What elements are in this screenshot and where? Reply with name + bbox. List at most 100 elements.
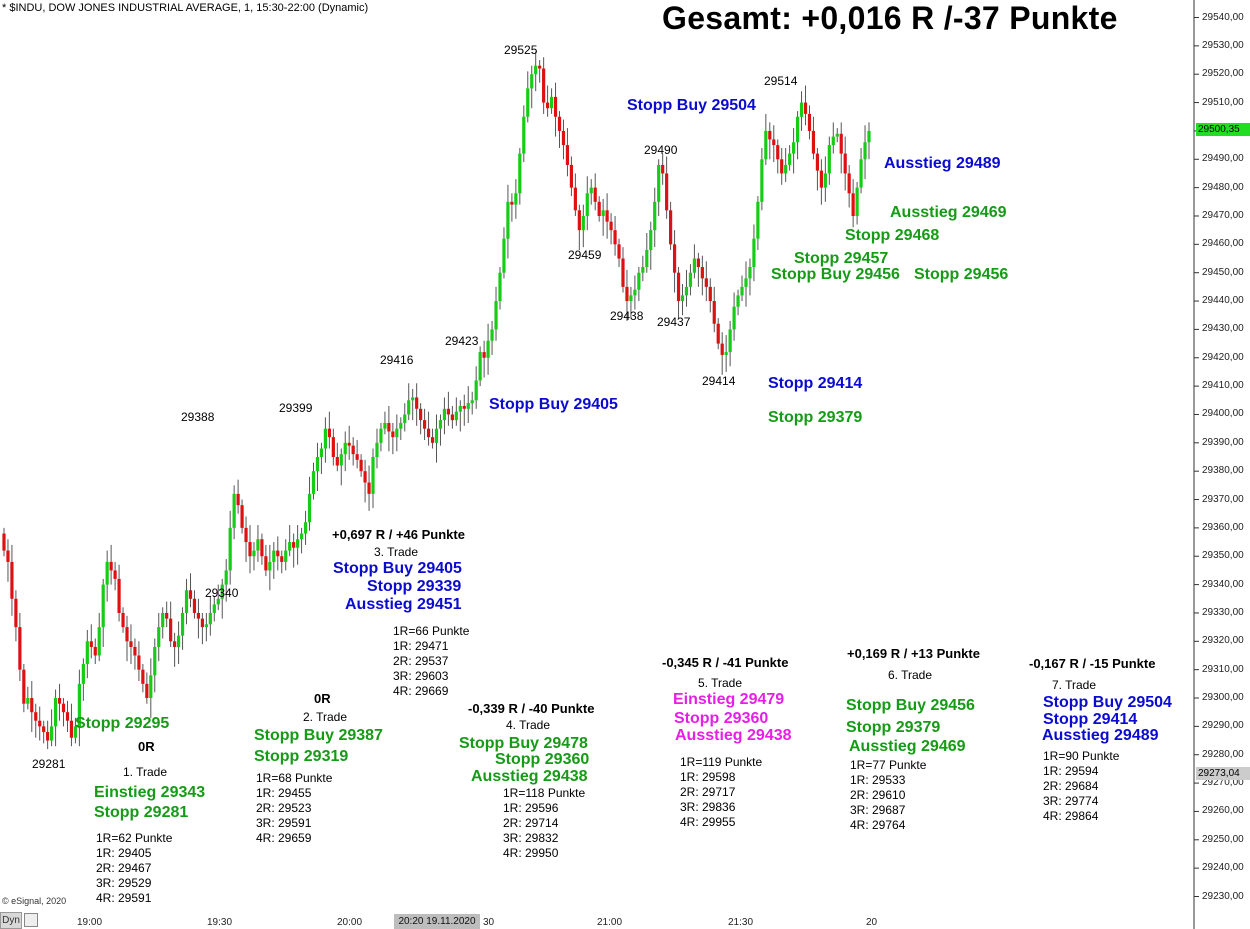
candle-down xyxy=(121,612,125,628)
candle-down xyxy=(14,598,18,628)
candle-up xyxy=(224,570,228,585)
trade5-line: Stopp 29360 xyxy=(674,710,769,727)
trade2-r: 4R: 29659 xyxy=(256,831,312,845)
candle-down xyxy=(335,457,339,466)
trade5-name: 5. Trade xyxy=(698,676,743,690)
annotation-stopp-29379: Stopp 29379 xyxy=(768,409,863,426)
annotation-stopp-29457: Stopp 29457 xyxy=(794,250,889,267)
candle-down xyxy=(236,493,240,506)
candle-up xyxy=(506,201,510,239)
candle-down xyxy=(30,698,34,713)
y-tick-label: 29480,00 xyxy=(1202,181,1244,193)
trade6-name: 6. Trade xyxy=(888,668,933,682)
candle-down xyxy=(165,612,169,619)
candle-up xyxy=(339,454,343,466)
trade5-result: -0,345 R / -41 Punkte xyxy=(662,655,789,670)
candle-down xyxy=(621,258,625,287)
candle-up xyxy=(53,698,58,727)
candle-down xyxy=(450,414,454,421)
candle-up xyxy=(486,340,490,358)
candle-down xyxy=(613,230,617,245)
candle-down xyxy=(696,258,700,268)
candle-up xyxy=(827,145,831,174)
trade1-r: 3R: 29529 xyxy=(96,876,152,890)
candle-up xyxy=(494,301,498,330)
y-tick-label: 29330,00 xyxy=(1202,606,1244,618)
x-tick-label: 19:30 xyxy=(207,917,233,928)
candle-up xyxy=(375,442,379,457)
annotation-ausstieg-29489: Ausstieg 29489 xyxy=(884,155,1001,172)
dynamic-toggle[interactable]: Dyn xyxy=(0,912,38,929)
trade7-line: Stopp Buy 29504 xyxy=(1043,694,1172,711)
candle-up xyxy=(379,428,383,443)
annotation-stopp-29295: Stopp 29295 xyxy=(75,715,170,732)
candle-down xyxy=(260,539,264,557)
annotation-stopp-buy-29456: Stopp Buy 29456 xyxy=(771,266,900,283)
candle-up xyxy=(764,130,768,160)
candle-down xyxy=(355,454,359,460)
trade2-line: Stopp 29319 xyxy=(254,748,349,765)
candle-up xyxy=(490,329,494,341)
trade5-r: 4R: 29955 xyxy=(680,815,736,829)
candle-down xyxy=(359,459,363,472)
candle-down xyxy=(569,164,574,188)
y-tick-label: 29280,00 xyxy=(1202,748,1244,760)
trade5-r: 1R: 29598 xyxy=(680,770,736,784)
candle-up xyxy=(657,164,661,202)
candle-up xyxy=(835,133,839,137)
trade4-r: 4R: 29950 xyxy=(503,846,559,860)
candle-down xyxy=(415,397,419,409)
candle-up xyxy=(208,612,212,625)
candle-down xyxy=(69,720,74,738)
candle-up xyxy=(756,201,760,239)
candle-down xyxy=(843,153,847,174)
candle-up xyxy=(184,590,189,613)
candle-down xyxy=(708,286,712,302)
candle-down xyxy=(129,641,133,647)
candle-down xyxy=(10,561,14,599)
candle-down xyxy=(510,201,514,205)
candle-up xyxy=(680,295,685,302)
trade3-name: 3. Trade xyxy=(374,545,419,559)
annotation-stopp-buy-29504: Stopp Buy 29504 xyxy=(627,97,756,114)
candle-up xyxy=(232,493,236,528)
candle-down xyxy=(422,420,427,429)
x-tick-label: 20:00 xyxy=(337,917,363,928)
candle-up xyxy=(319,448,324,457)
total-result-title: Gesamt: +0,016 R /-37 Punkte xyxy=(662,0,1118,36)
y-tick-label: 29490,00 xyxy=(1202,153,1244,165)
candle-down xyxy=(593,187,597,202)
candle-up xyxy=(458,405,462,412)
candle-up xyxy=(403,414,407,423)
candle-down xyxy=(482,352,486,358)
peak-label: 29514 xyxy=(764,74,798,88)
settings-icon[interactable] xyxy=(24,913,38,927)
candle-down xyxy=(462,405,466,409)
candle-up xyxy=(748,267,752,279)
candle-up xyxy=(740,286,744,296)
trade1-r: 4R: 29591 xyxy=(96,891,152,905)
candle-down xyxy=(125,627,129,642)
candle-up xyxy=(454,411,458,421)
trade3-line: Stopp 29339 xyxy=(367,578,462,595)
candle-down xyxy=(387,422,391,432)
trade4-line: Stopp Buy 29478 xyxy=(459,735,588,752)
candle-down xyxy=(772,139,776,146)
candle-up xyxy=(157,627,161,647)
dyn-button[interactable]: Dyn xyxy=(0,912,22,929)
candle-down xyxy=(573,187,577,211)
trade1-result: 0R xyxy=(138,739,155,754)
y-tick-label: 29440,00 xyxy=(1202,295,1244,307)
trade1-line: Einstieg 29343 xyxy=(94,784,206,801)
annotation-stopp-buy-29405: Stopp Buy 29405 xyxy=(489,396,618,413)
candle-up xyxy=(645,250,649,268)
candle-down xyxy=(192,598,197,613)
candle-up xyxy=(149,675,153,699)
trade6-r: 1R: 29533 xyxy=(850,773,906,787)
candle-up xyxy=(411,397,415,401)
trade1-r: 1R: 29405 xyxy=(96,846,152,860)
trade4-r: 2R: 29714 xyxy=(503,816,559,830)
candle-up xyxy=(788,153,792,165)
candle-down xyxy=(196,612,201,619)
